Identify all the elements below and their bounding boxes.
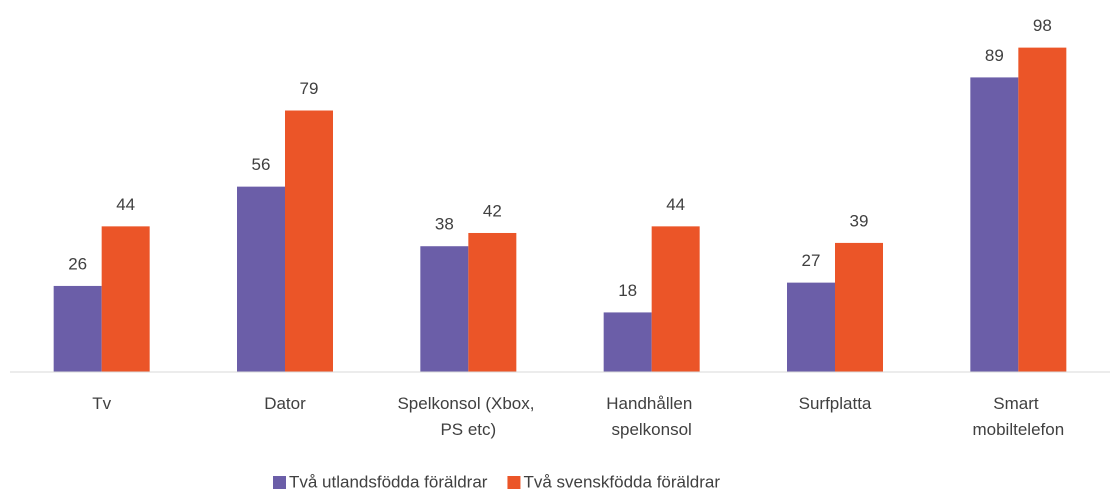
legend-label: Två utlandsfödda föräldrar [289, 472, 488, 491]
data-label: 89 [985, 46, 1004, 65]
x-tick-label: Dator [264, 394, 306, 413]
x-tick-label: Handhållen spelkonsol [606, 394, 697, 439]
data-label: 42 [483, 201, 502, 220]
data-label: 26 [68, 254, 87, 273]
x-tick-label: Smart mobiltelefon [972, 394, 1064, 439]
legend-label: Två svenskfödda föräldrar [523, 472, 720, 491]
bar [651, 226, 700, 372]
data-label: 79 [300, 79, 319, 98]
bar [787, 282, 835, 372]
bar [603, 312, 652, 372]
bar [835, 242, 883, 372]
x-tick-label: Tv [92, 394, 111, 413]
legend-swatch [507, 476, 521, 489]
data-label: 98 [1033, 16, 1052, 35]
bar [101, 226, 150, 372]
bar [237, 186, 285, 372]
bar [468, 232, 517, 372]
x-tick-label: Spelkonsol (Xbox, PS etc) [397, 394, 539, 439]
legend-swatch [273, 476, 286, 489]
data-label: 27 [802, 251, 821, 270]
data-label: 38 [435, 215, 454, 234]
bar [1018, 47, 1067, 373]
x-tick-label: Surfplatta [799, 394, 872, 413]
bar [420, 246, 469, 372]
data-label: 44 [116, 195, 135, 214]
data-label: 44 [666, 195, 685, 214]
bar [970, 77, 1019, 372]
data-label: 56 [252, 155, 271, 174]
bar [285, 110, 333, 372]
data-label: 18 [618, 281, 637, 300]
data-label: 39 [850, 211, 869, 230]
bar [53, 285, 102, 372]
